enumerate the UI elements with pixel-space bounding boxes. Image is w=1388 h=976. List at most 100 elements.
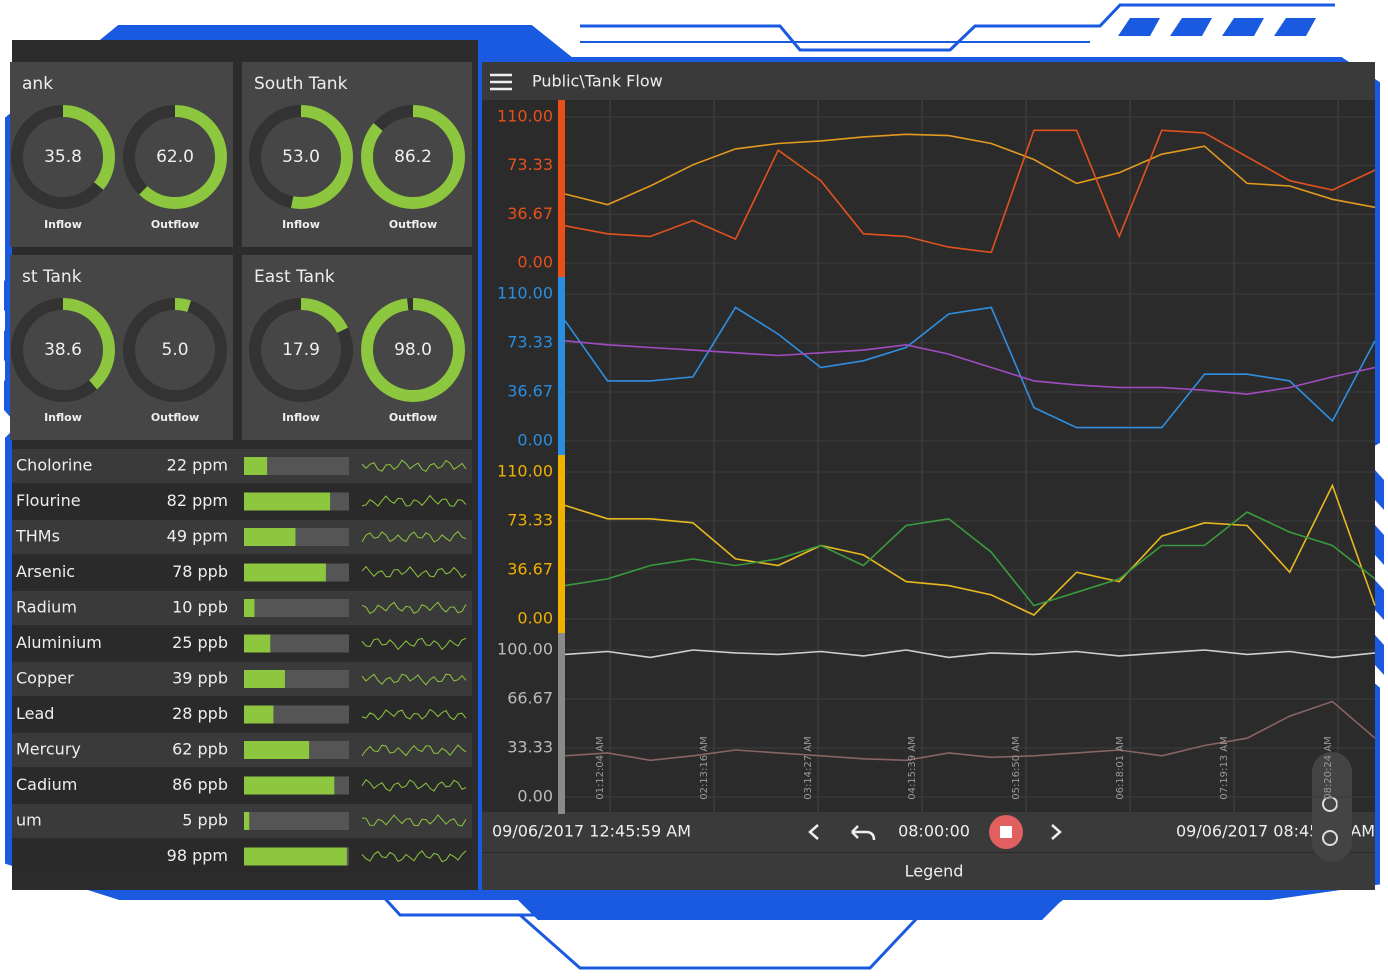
bar — [244, 599, 255, 617]
menu-icon[interactable] — [490, 73, 512, 91]
y-tick-label: 0.00 — [517, 787, 553, 806]
gauge-value: 5.0 — [161, 340, 188, 360]
row-value: 22 ppm — [167, 456, 228, 475]
y-tick-label: 0.00 — [517, 431, 553, 450]
row-value: 28 ppb — [172, 704, 228, 723]
time-tick-label: 02:13:16 AM — [699, 736, 710, 800]
axis-strip — [558, 277, 565, 458]
row-value: 86 ppb — [172, 775, 228, 794]
y-tick-label: 73.33 — [507, 333, 553, 352]
row-bg — [12, 591, 472, 625]
stop-icon — [1000, 826, 1012, 838]
bar — [244, 776, 335, 795]
y-tick-label: 110.00 — [497, 107, 553, 126]
row-bg — [12, 768, 472, 803]
series-line — [564, 649, 1376, 659]
sparkline — [361, 673, 467, 686]
time-tick-label: 05:16:50 AM — [1011, 736, 1022, 800]
row-bg — [12, 662, 472, 696]
axis-strip — [558, 633, 565, 814]
sparkline — [361, 494, 467, 507]
zoom-controls[interactable] — [1312, 752, 1352, 862]
sparkline — [361, 744, 467, 757]
row-value: 62 ppb — [172, 740, 228, 759]
bar — [244, 670, 285, 688]
bar — [244, 563, 326, 582]
time-tick-label: 03:14:27 AM — [803, 736, 814, 800]
row-bg — [12, 520, 472, 554]
series-line — [564, 700, 1376, 762]
frame-deco — [519, 913, 922, 970]
y-tick-label: 36.67 — [507, 204, 553, 223]
y-tick-label: 0.00 — [517, 609, 553, 628]
zoom-out[interactable] — [1322, 830, 1338, 846]
bar-track — [244, 457, 349, 475]
row-value: 78 ppb — [172, 562, 228, 581]
tank-name: East Tank — [254, 267, 335, 287]
time-tick-label: 07:19:13 AM — [1219, 736, 1230, 800]
gauge-value: 98.0 — [394, 340, 432, 360]
gauge-label: Inflow — [282, 411, 320, 424]
series-line — [564, 129, 1376, 254]
sparkline — [361, 459, 467, 473]
gauge-value: 17.9 — [282, 340, 320, 360]
legend-bar[interactable] — [482, 853, 1375, 890]
y-tick-label: 0.00 — [517, 253, 553, 272]
gauge-label: Outflow — [151, 411, 199, 424]
y-tick-label: 100.00 — [497, 640, 553, 659]
sparkline — [361, 708, 467, 721]
frame-deco — [378, 891, 1071, 917]
sparkline — [361, 601, 467, 615]
gauge-value: 86.2 — [394, 147, 432, 167]
time-bar — [482, 812, 1375, 852]
row-name: Mercury — [16, 740, 81, 759]
tank-card — [10, 255, 233, 440]
row-bg — [12, 626, 472, 661]
frame-deco — [580, 3, 1335, 52]
row-value: 82 ppm — [167, 491, 228, 510]
tank-card — [242, 255, 472, 440]
row-bg — [12, 839, 472, 874]
next-button[interactable] — [1051, 824, 1062, 840]
chart-title: Public\Tank Flow — [532, 72, 663, 91]
row-name: Lead — [16, 704, 54, 723]
tank-card — [10, 62, 233, 247]
legend-toggle[interactable]: Legend — [905, 862, 964, 881]
row-value: 98 ppm — [167, 846, 228, 865]
gauge-label: Inflow — [282, 218, 320, 231]
row-value: 10 ppb — [172, 598, 228, 617]
y-tick-label: 73.33 — [507, 155, 553, 174]
bar — [244, 634, 271, 653]
y-tick-label: 33.33 — [507, 738, 553, 757]
tank-name: ank — [22, 74, 53, 94]
gauge-value: 38.6 — [44, 340, 82, 360]
bar — [244, 741, 310, 759]
duration[interactable]: 08:00:00 — [898, 822, 970, 841]
row-name: um — [16, 811, 42, 830]
row-name: Cadium — [16, 775, 77, 794]
time-tick-label: 06:18:01 AM — [1115, 736, 1126, 800]
row-name: Arsenic — [16, 562, 75, 581]
chart-panel — [482, 62, 1375, 890]
y-tick-label: 110.00 — [497, 462, 553, 481]
gauge-arc — [249, 105, 353, 209]
gauge-value: 62.0 — [156, 147, 194, 167]
undo-button[interactable] — [851, 825, 876, 841]
prev-button[interactable] — [808, 824, 819, 840]
gauge-arc — [361, 298, 465, 402]
time-tick-label: 08:20:24 AM — [1323, 736, 1334, 800]
y-tick-label: 73.33 — [507, 511, 553, 530]
bar — [244, 528, 296, 546]
row-bg — [12, 697, 472, 732]
row-name: Copper — [16, 669, 74, 688]
sparkline — [361, 778, 467, 792]
row-name: Flourine — [16, 491, 81, 510]
row-name: Cholorine — [16, 456, 92, 475]
gauge-arc — [361, 105, 465, 209]
bar — [244, 847, 347, 866]
row-name: Aluminium — [16, 633, 102, 652]
tank-card — [242, 62, 472, 247]
row-value: 39 ppb — [172, 669, 228, 688]
gauge-label: Outflow — [389, 218, 437, 231]
